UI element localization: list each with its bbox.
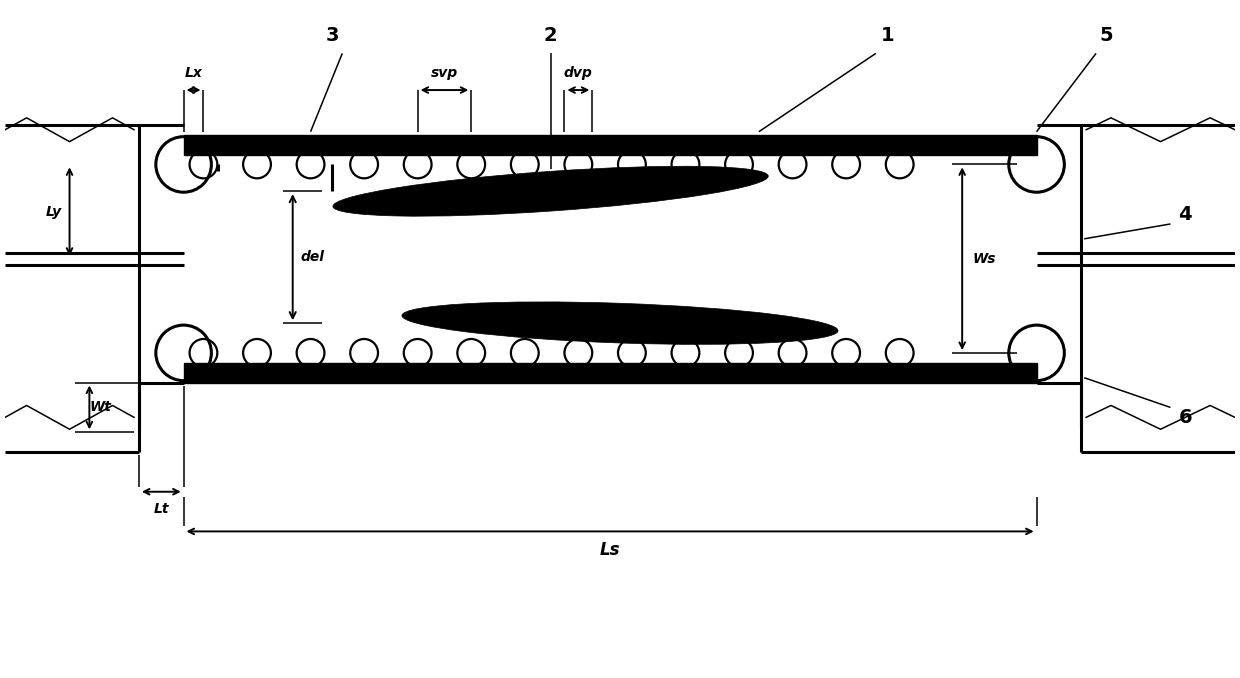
Text: 1: 1	[880, 26, 894, 45]
Text: Lt: Lt	[154, 502, 169, 516]
Text: dvp: dvp	[564, 66, 593, 80]
Text: 3: 3	[326, 26, 339, 45]
Bar	[184, 363, 1037, 382]
Text: 6: 6	[1178, 408, 1192, 427]
Text: 2: 2	[544, 26, 558, 45]
Bar	[184, 135, 1037, 155]
Text: Ly: Ly	[46, 205, 62, 218]
Text: Lx: Lx	[185, 66, 202, 80]
Text: 5: 5	[1099, 26, 1112, 45]
Text: Ls: Ls	[600, 541, 620, 559]
Text: svp: svp	[430, 66, 458, 80]
Text: 4: 4	[1178, 205, 1192, 224]
Text: Ws: Ws	[972, 252, 996, 266]
Text: Wt: Wt	[89, 401, 112, 414]
Text: del: del	[300, 250, 325, 264]
Ellipse shape	[402, 302, 838, 344]
Ellipse shape	[332, 166, 769, 216]
